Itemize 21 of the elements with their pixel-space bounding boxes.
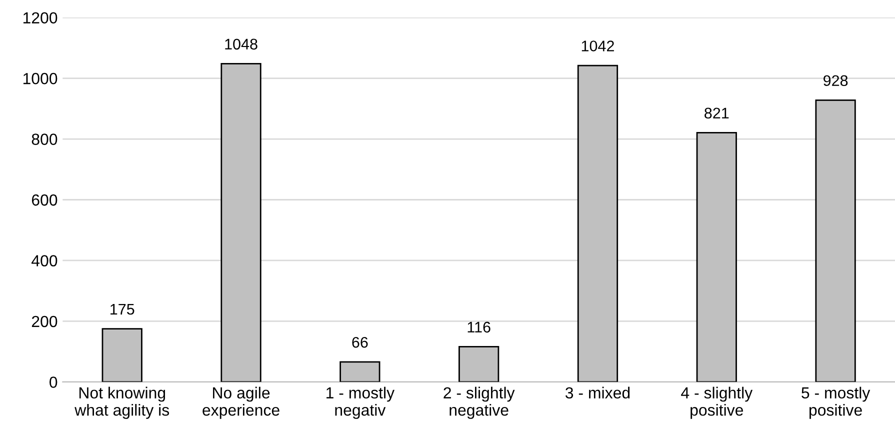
data-label: 928: [824, 75, 848, 86]
data-label: 116: [468, 322, 490, 333]
x-tick-label: 5 - mostly positive: [802, 386, 870, 419]
data-label: 821: [704, 108, 729, 119]
y-tick-label: 800: [32, 134, 58, 145]
x-tick-label: 1 - mostly negativ: [326, 386, 394, 419]
x-tick-label: 2 - slightly negative: [444, 386, 515, 419]
y-tick-label: 1200: [23, 12, 58, 24]
data-label: 1042: [582, 40, 614, 52]
data-label: 175: [110, 304, 134, 315]
x-tick-label: 4 - slightly positive: [681, 386, 753, 419]
y-tick-label: 600: [32, 194, 58, 206]
x-tick-label: No agile experience: [202, 386, 280, 419]
y-tick-label: 0: [50, 376, 58, 388]
x-tick-label: Not knowing what agility is: [74, 386, 170, 419]
x-tick-label: 3 - mixed: [566, 386, 630, 399]
y-tick-label: 1000: [23, 72, 58, 84]
data-label: 66: [352, 336, 368, 348]
data-label: 1048: [225, 38, 258, 50]
y-tick-label: 200: [32, 316, 58, 328]
y-tick-label: 400: [32, 255, 58, 266]
